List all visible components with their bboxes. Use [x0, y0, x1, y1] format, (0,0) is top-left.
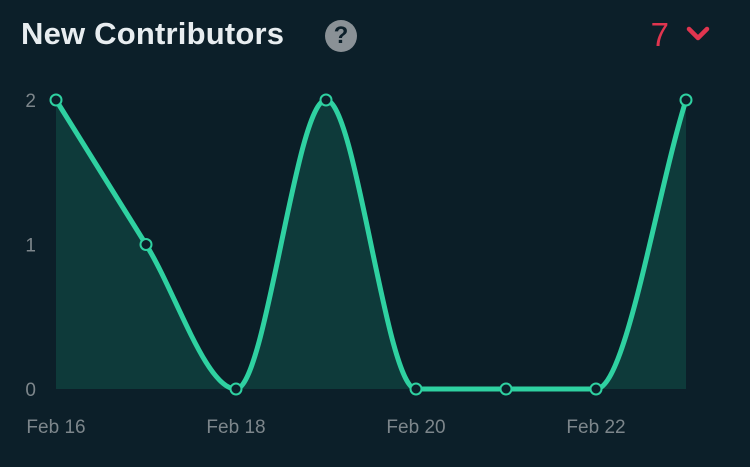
x-tick-label: Feb 16 [26, 417, 85, 438]
chart-header: New Contributors ? 7 [0, 0, 750, 75]
data-point[interactable] [679, 93, 693, 107]
y-tick-label: 2 [25, 91, 36, 112]
chart-title: New Contributors [21, 16, 285, 51]
contributor-count: 7 [650, 16, 669, 53]
data-point[interactable] [139, 238, 153, 251]
data-point[interactable] [409, 382, 423, 396]
data-point[interactable] [229, 382, 243, 396]
chevron-down-icon[interactable] [686, 26, 710, 42]
data-point[interactable] [589, 382, 603, 396]
x-tick-label: Feb 18 [206, 417, 265, 438]
question-circle-icon[interactable]: ? [325, 20, 357, 52]
x-tick-label: Feb 20 [386, 417, 445, 438]
y-tick-label: 0 [25, 380, 36, 401]
data-point[interactable] [499, 382, 513, 396]
data-point[interactable] [319, 93, 333, 107]
data-point[interactable] [49, 93, 63, 107]
y-tick-label: 1 [25, 236, 36, 257]
x-tick-label: Feb 22 [566, 417, 625, 438]
